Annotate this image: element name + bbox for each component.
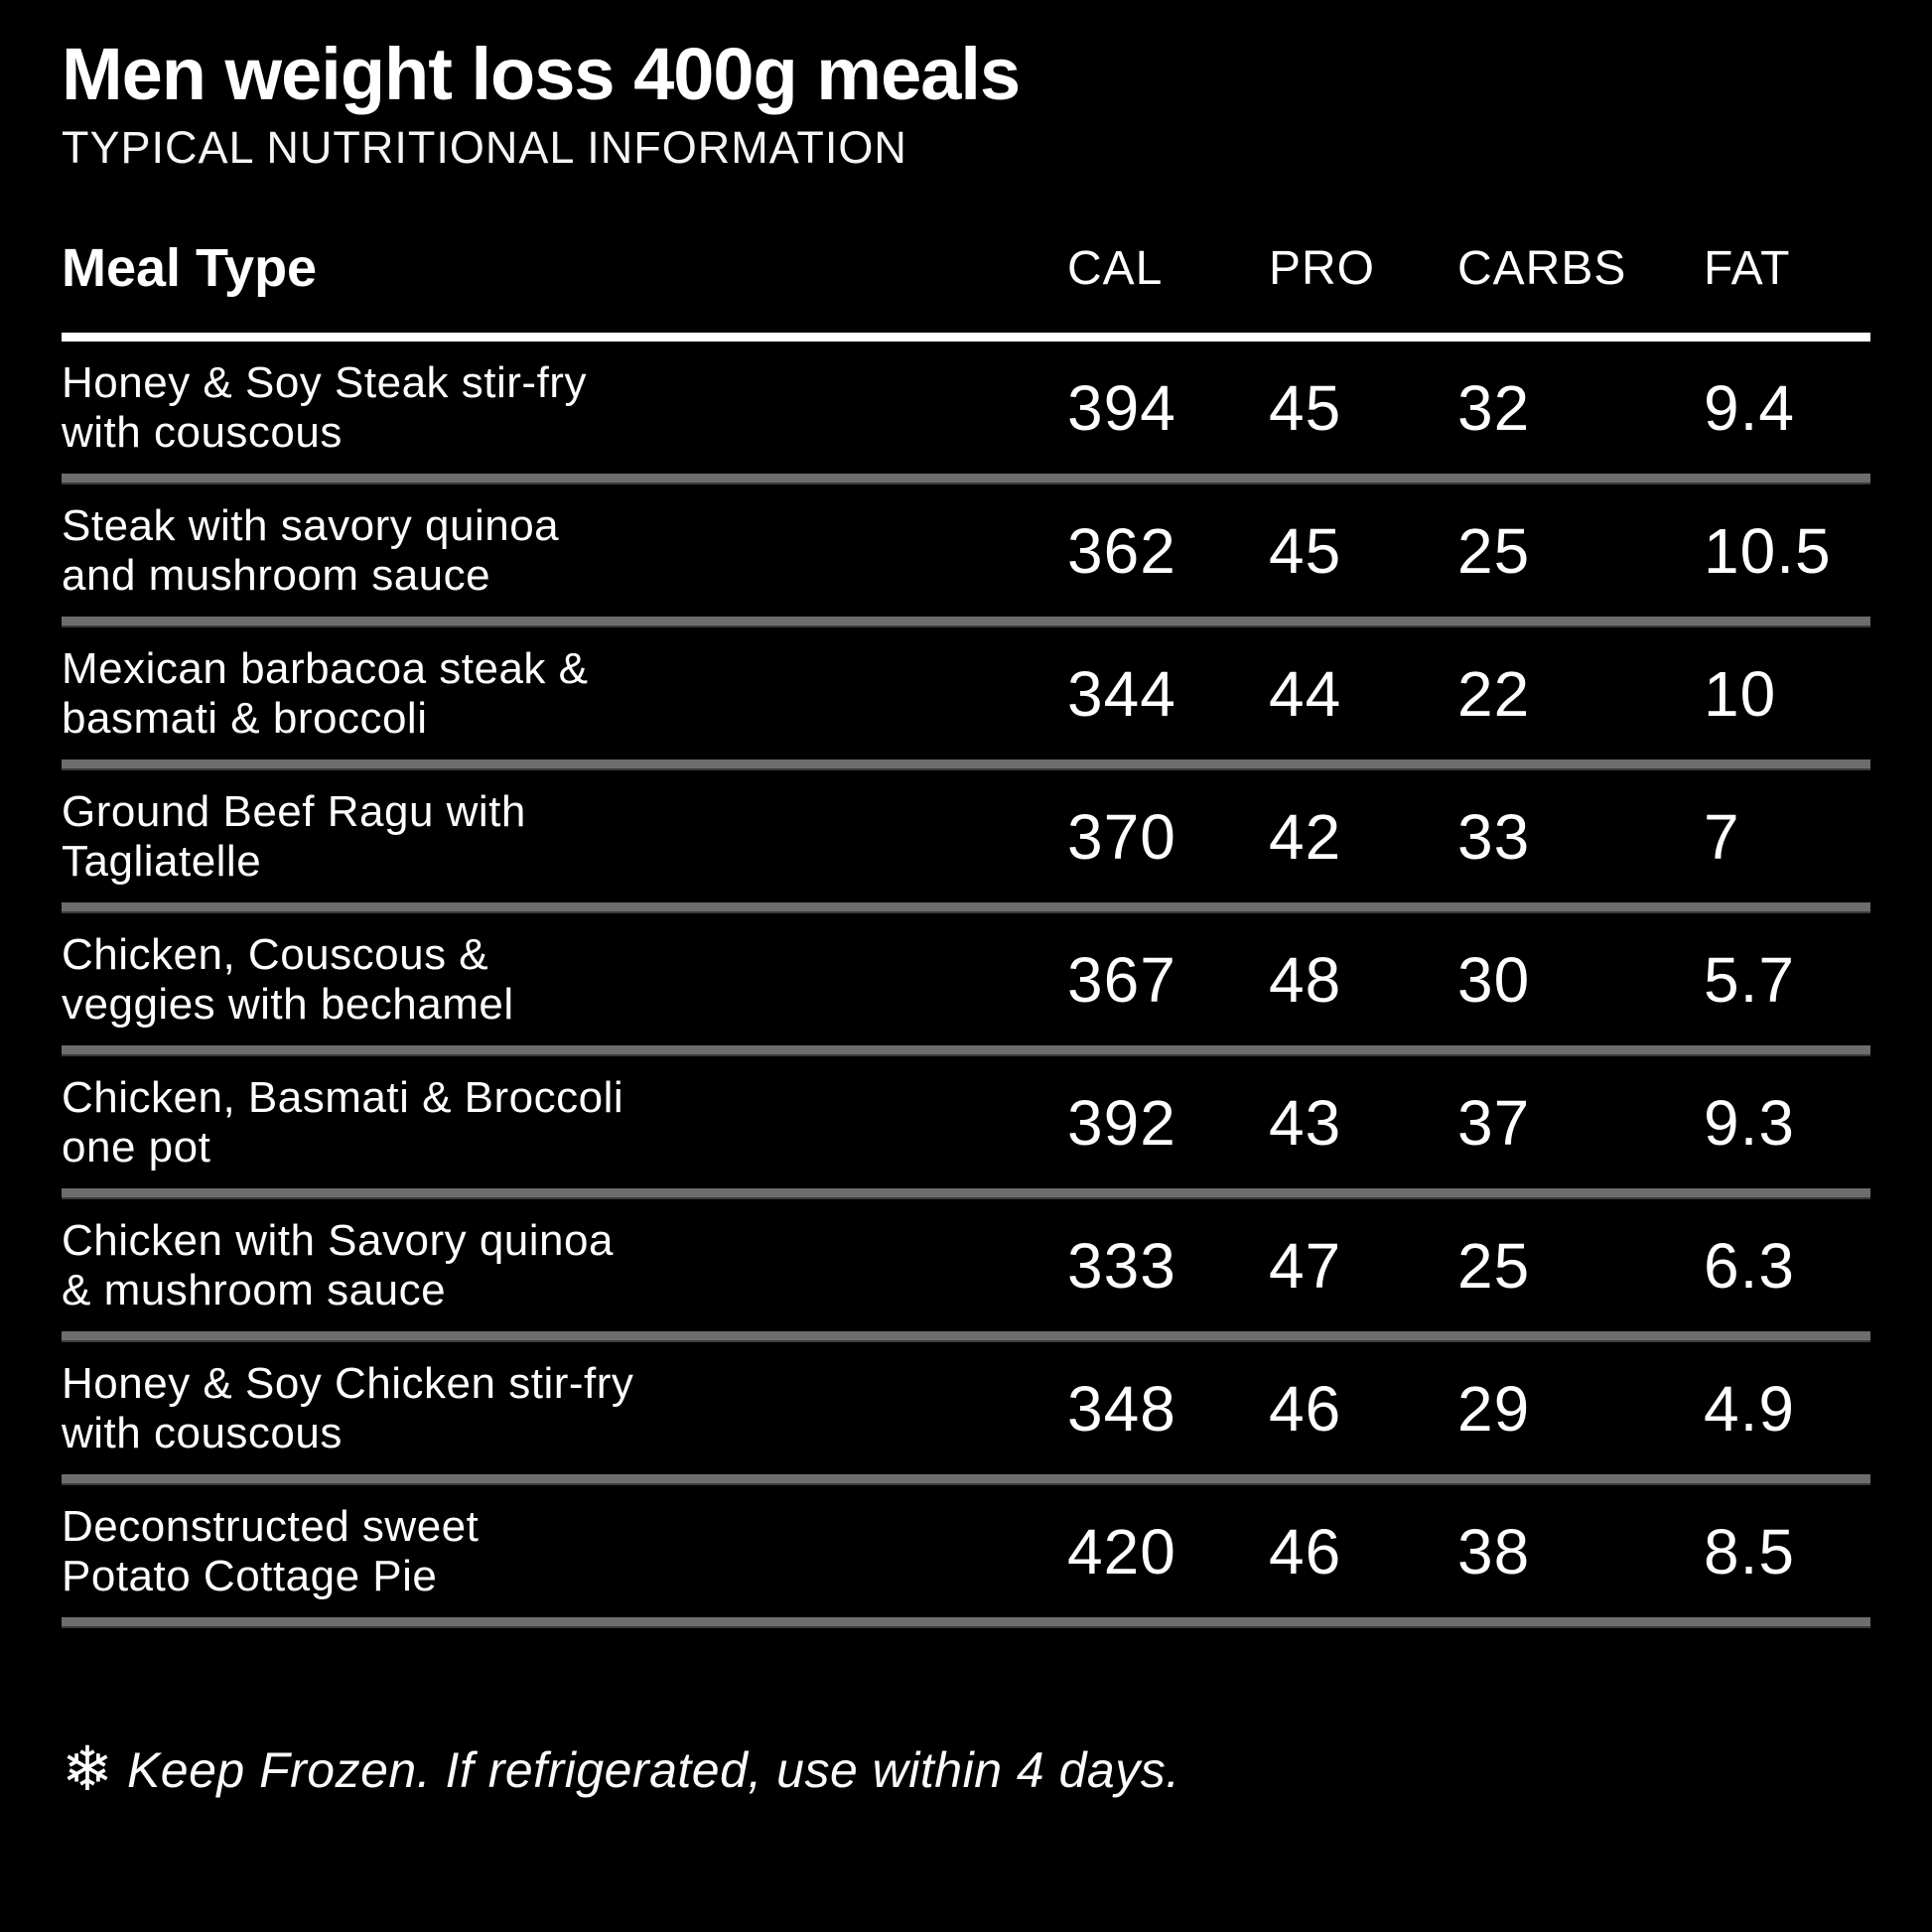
row-divider xyxy=(62,1474,1870,1486)
row-divider xyxy=(62,759,1870,771)
meal-name: Mexican barbacoa steak & basmati & brocc… xyxy=(62,644,589,743)
table-row: Chicken, Basmati & Broccoli one pot 392 … xyxy=(62,1056,1870,1188)
row-divider xyxy=(62,1045,1870,1057)
pro-value: 48 xyxy=(1269,943,1342,1016)
fat-value: 4.9 xyxy=(1704,1372,1795,1445)
storage-note-text: Keep Frozen. If refrigerated, use within… xyxy=(126,1742,1180,1799)
fat-value: 10 xyxy=(1704,657,1777,730)
carbs-value: 30 xyxy=(1457,943,1531,1016)
fat-value: 10.5 xyxy=(1704,514,1832,587)
cal-value: 362 xyxy=(1067,514,1176,587)
table-row: Chicken with Savory quinoa & mushroom sa… xyxy=(62,1199,1870,1331)
nutrition-table: Meal Type CAL PRO CARBS FAT Honey & Soy … xyxy=(62,223,1870,1629)
meal-name: Honey & Soy Chicken stir-fry with cousco… xyxy=(62,1359,634,1457)
table-header-row: Meal Type CAL PRO CARBS FAT xyxy=(62,223,1870,333)
carbs-value: 33 xyxy=(1457,800,1531,873)
row-divider xyxy=(62,617,1870,628)
cal-value: 394 xyxy=(1067,371,1176,444)
column-header-carbs: CARBS xyxy=(1457,241,1627,295)
column-header-cal: CAL xyxy=(1067,241,1164,295)
page-subtitle: TYPICAL NUTRITIONAL INFORMATION xyxy=(62,121,907,173)
page-title: Men weight loss 400g meals xyxy=(62,33,1021,115)
pro-value: 45 xyxy=(1269,371,1342,444)
table-row: Honey & Soy Steak stir-fry with couscous… xyxy=(62,342,1870,474)
meal-name: Honey & Soy Steak stir-fry with couscous xyxy=(62,358,587,457)
cal-value: 367 xyxy=(1067,943,1176,1016)
meal-name: Chicken with Savory quinoa & mushroom sa… xyxy=(62,1216,614,1314)
table-row: Chicken, Couscous & veggies with bechame… xyxy=(62,913,1870,1045)
row-divider xyxy=(62,474,1870,485)
cal-value: 392 xyxy=(1067,1086,1176,1159)
header-divider xyxy=(62,333,1870,343)
pro-value: 46 xyxy=(1269,1372,1342,1445)
carbs-value: 38 xyxy=(1457,1515,1531,1587)
carbs-value: 22 xyxy=(1457,657,1531,730)
pro-value: 43 xyxy=(1269,1086,1342,1159)
pro-value: 42 xyxy=(1269,800,1342,873)
table-row: Deconstructed sweet Potato Cottage Pie 4… xyxy=(62,1485,1870,1617)
table-row: Steak with savory quinoa and mushroom sa… xyxy=(62,484,1870,617)
fat-value: 9.4 xyxy=(1704,371,1795,444)
meal-name: Chicken, Couscous & veggies with bechame… xyxy=(62,930,514,1029)
carbs-value: 37 xyxy=(1457,1086,1531,1159)
cal-value: 420 xyxy=(1067,1515,1176,1587)
carbs-value: 29 xyxy=(1457,1372,1531,1445)
carbs-value: 25 xyxy=(1457,514,1531,587)
fat-value: 5.7 xyxy=(1704,943,1795,1016)
carbs-value: 25 xyxy=(1457,1229,1531,1302)
table-row: Honey & Soy Chicken stir-fry with cousco… xyxy=(62,1342,1870,1474)
meal-name: Deconstructed sweet Potato Cottage Pie xyxy=(62,1502,480,1600)
table-row: Mexican barbacoa steak & basmati & brocc… xyxy=(62,627,1870,759)
pro-value: 47 xyxy=(1269,1229,1342,1302)
cal-value: 344 xyxy=(1067,657,1176,730)
row-divider xyxy=(62,902,1870,914)
fat-value: 9.3 xyxy=(1704,1086,1795,1159)
row-divider xyxy=(62,1331,1870,1343)
cal-value: 333 xyxy=(1067,1229,1176,1302)
snowflake-icon: ❄ xyxy=(62,1735,113,1805)
fat-value: 7 xyxy=(1704,800,1740,873)
table-row: Ground Beef Ragu with Tagliatelle 370 42… xyxy=(62,770,1870,902)
column-header-meal-type: Meal Type xyxy=(62,238,318,299)
row-divider xyxy=(62,1188,1870,1200)
fat-value: 8.5 xyxy=(1704,1515,1795,1587)
pro-value: 46 xyxy=(1269,1515,1342,1587)
meal-name: Steak with savory quinoa and mushroom sa… xyxy=(62,501,560,600)
pro-value: 44 xyxy=(1269,657,1342,730)
meal-name: Chicken, Basmati & Broccoli one pot xyxy=(62,1073,624,1172)
meal-name: Ground Beef Ragu with Tagliatelle xyxy=(62,787,526,886)
pro-value: 45 xyxy=(1269,514,1342,587)
cal-value: 370 xyxy=(1067,800,1176,873)
row-divider xyxy=(62,1617,1870,1629)
carbs-value: 32 xyxy=(1457,371,1531,444)
storage-note: ❄ Keep Frozen. If refrigerated, use with… xyxy=(62,1739,1870,1801)
column-header-pro: PRO xyxy=(1269,241,1376,295)
fat-value: 6.3 xyxy=(1704,1229,1795,1302)
cal-value: 348 xyxy=(1067,1372,1176,1445)
column-header-fat: FAT xyxy=(1704,241,1791,295)
